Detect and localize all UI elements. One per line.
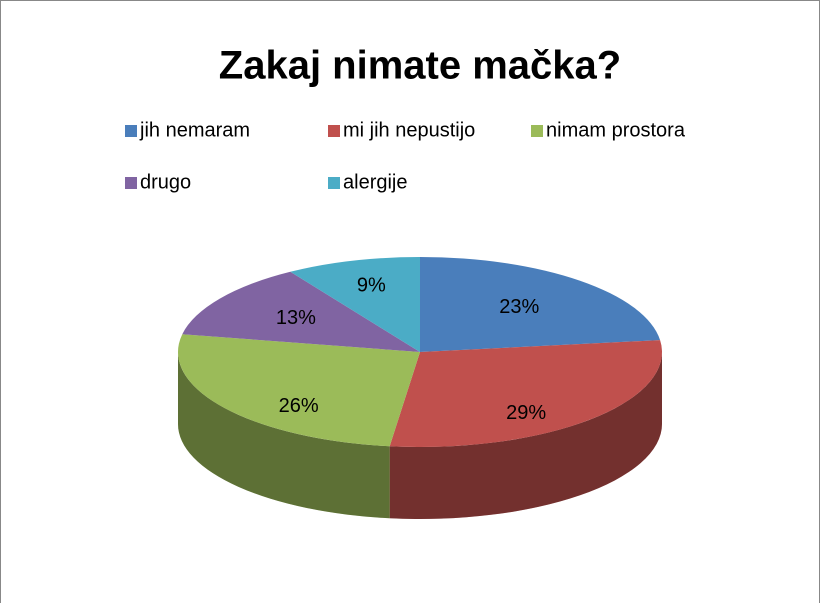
chart-title: Zakaj nimate mačka? xyxy=(219,44,621,88)
data-label: 9% xyxy=(357,275,386,297)
legend-swatch xyxy=(125,177,137,189)
legend-swatch xyxy=(531,125,543,137)
data-label: 13% xyxy=(276,307,316,329)
pie-side-shade xyxy=(178,352,390,519)
legend-label: nimam prostora xyxy=(546,119,686,141)
legend-swatch xyxy=(328,125,340,137)
legend-label: mi jih nepustijo xyxy=(343,119,475,141)
pie-side xyxy=(178,352,390,519)
legend-swatch xyxy=(125,125,137,137)
pie-side-shade xyxy=(389,352,662,519)
pie-slice xyxy=(389,340,662,447)
data-label: 23% xyxy=(499,296,539,318)
pie-slice xyxy=(420,257,661,352)
pie-slice xyxy=(182,271,420,352)
pie-slice xyxy=(178,334,420,447)
pie-side xyxy=(389,352,662,519)
data-label: 26% xyxy=(279,395,319,417)
data-label: 29% xyxy=(506,402,546,424)
legend-label: jih nemaram xyxy=(139,119,250,141)
legend-swatch xyxy=(328,177,340,189)
legend-label: drugo xyxy=(140,171,191,193)
pie-slice xyxy=(290,257,420,352)
legend-label: alergije xyxy=(343,171,407,193)
